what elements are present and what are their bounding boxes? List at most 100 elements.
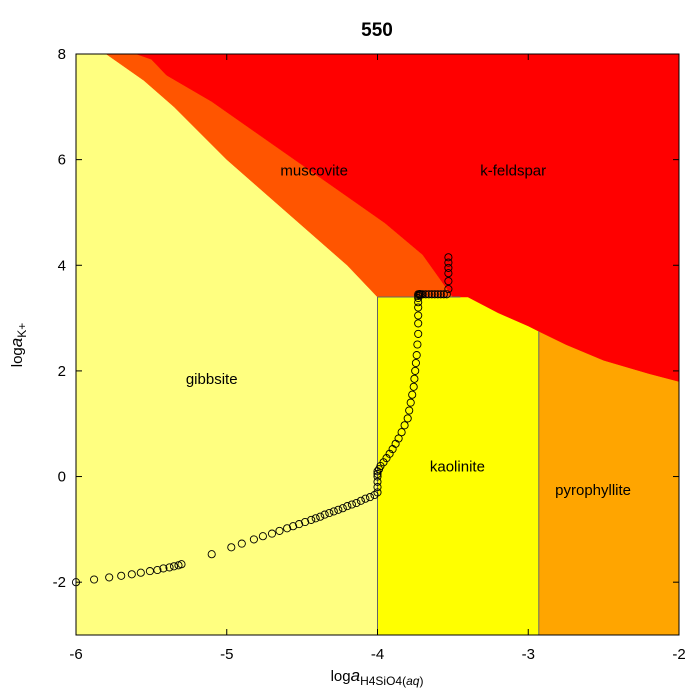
data-point	[177, 560, 186, 569]
data-point	[289, 522, 298, 531]
data-point	[444, 258, 453, 267]
y-tick-label: -2	[53, 574, 66, 591]
data-point	[295, 520, 304, 529]
field-k-feldspar	[136, 53, 680, 382]
data-point	[444, 269, 453, 278]
data-point	[418, 290, 427, 299]
data-point	[430, 290, 439, 299]
x-axis-ticks: -6 -5 -4 -3 -2	[69, 54, 686, 663]
data-point	[307, 515, 316, 524]
data-point	[361, 494, 370, 503]
data-point	[373, 483, 382, 492]
x-tick-label: -5	[220, 646, 233, 663]
data-point	[444, 253, 453, 262]
data-point	[329, 507, 338, 516]
data-points	[71, 253, 453, 587]
data-point	[439, 290, 448, 299]
x-tick-label: -3	[522, 646, 535, 663]
data-point	[405, 406, 414, 415]
data-point	[370, 490, 379, 500]
data-point	[311, 514, 320, 523]
data-point	[442, 290, 451, 299]
data-point	[408, 390, 417, 399]
data-point	[207, 550, 216, 559]
data-point	[397, 428, 406, 437]
data-point	[365, 493, 375, 502]
data-point	[258, 532, 267, 541]
data-point	[334, 505, 343, 514]
data-point	[356, 496, 365, 505]
data-point	[412, 351, 421, 360]
field-label-pyrophyllite: pyrophyllite	[555, 482, 631, 499]
data-point	[237, 539, 246, 548]
data-point	[414, 329, 423, 338]
data-point	[117, 571, 126, 580]
data-point	[343, 502, 352, 511]
y-tick-label: 2	[58, 363, 66, 380]
data-point	[136, 568, 145, 577]
data-point	[403, 414, 412, 423]
data-point	[275, 526, 284, 535]
field-label-muscovite: muscovite	[280, 163, 348, 180]
x-tick-label: -2	[672, 646, 685, 663]
x-tick-label: -4	[371, 646, 384, 663]
data-point	[410, 374, 419, 383]
data-point	[338, 504, 347, 513]
data-point	[325, 508, 334, 518]
data-point	[227, 543, 236, 552]
data-point	[414, 311, 423, 320]
data-point	[414, 303, 423, 312]
data-point	[421, 290, 430, 299]
data-point	[301, 517, 310, 527]
data-point	[352, 498, 361, 508]
y-tick-label: 0	[58, 469, 66, 486]
data-point	[444, 284, 453, 294]
y-tick-label: 4	[58, 257, 66, 274]
data-point	[433, 290, 442, 299]
data-point	[249, 535, 258, 544]
data-point	[427, 290, 436, 299]
y-tick-label: 8	[58, 46, 66, 63]
data-point	[127, 570, 136, 579]
data-point	[409, 382, 418, 391]
data-point	[320, 510, 329, 519]
field-labels: gibbsite kaolinite pyrophyllite muscovite k-…	[186, 163, 631, 500]
data-point	[145, 567, 154, 576]
data-point	[411, 358, 420, 368]
chart-title: 550	[361, 20, 393, 41]
data-point	[373, 469, 382, 478]
y-axis-ticks: -2 0 2 4 6 8	[53, 46, 679, 591]
data-point	[379, 458, 388, 467]
x-tick-label: -6	[69, 646, 82, 663]
data-point	[406, 398, 415, 407]
y-tick-label: 6	[58, 152, 66, 169]
data-point	[316, 512, 325, 521]
data-point	[159, 564, 168, 573]
data-point	[283, 524, 292, 533]
y-axis-label: logaK+	[7, 323, 29, 368]
data-point	[105, 573, 114, 582]
data-point	[444, 263, 453, 272]
data-point	[424, 290, 433, 299]
data-point	[414, 319, 423, 328]
data-point	[169, 562, 179, 571]
data-point	[436, 290, 445, 299]
data-point	[382, 454, 391, 463]
data-point	[153, 565, 162, 575]
field-label-k-feldspar: k-feldspar	[480, 163, 546, 180]
field-label-gibbsite: gibbsite	[186, 371, 238, 388]
data-point	[373, 477, 382, 486]
x-axis-label: logaH4SiO4(aq)	[331, 666, 424, 688]
data-point	[414, 298, 423, 307]
data-point	[411, 366, 420, 375]
data-point	[444, 277, 453, 286]
data-point	[413, 340, 422, 349]
field-label-kaolinite: kaolinite	[430, 458, 485, 475]
data-point	[347, 500, 356, 509]
data-point	[267, 529, 277, 538]
data-point	[385, 449, 394, 458]
field-regions	[75, 53, 680, 636]
data-point	[90, 575, 99, 584]
data-point	[165, 563, 174, 572]
